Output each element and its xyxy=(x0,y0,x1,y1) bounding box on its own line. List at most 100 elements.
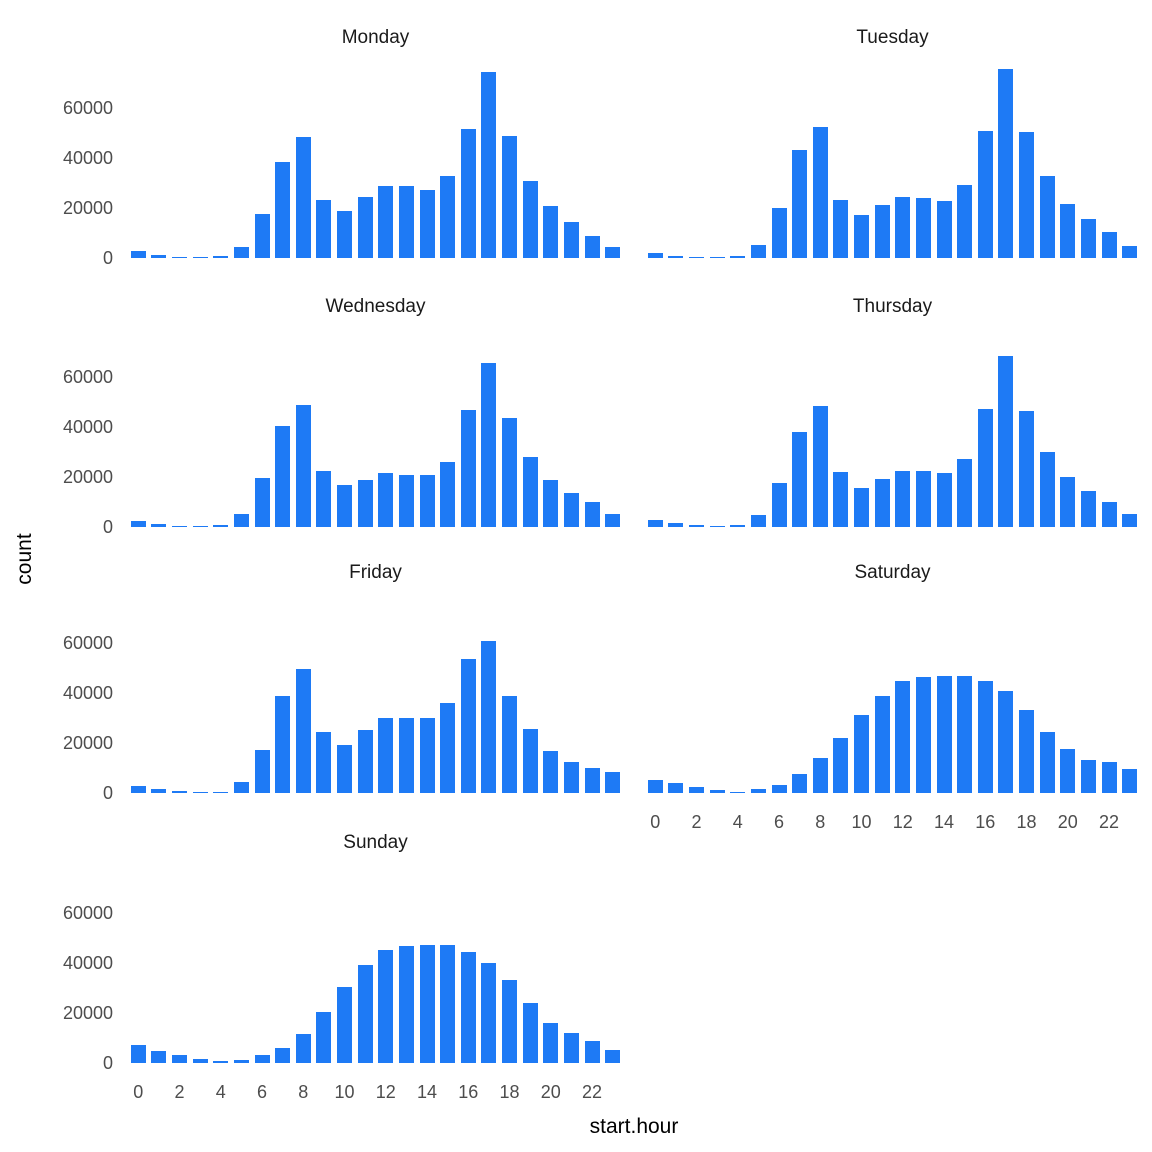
bar-sunday-hour-18 xyxy=(502,980,518,1063)
bar-tuesday-hour-1 xyxy=(668,255,684,258)
bar-tuesday-hour-7 xyxy=(792,149,808,258)
bar-tuesday-hour-22 xyxy=(1101,232,1117,258)
bar-friday-hour-2 xyxy=(172,791,188,793)
plot-area-wednesday xyxy=(128,327,623,527)
bar-saturday-hour-6 xyxy=(771,785,787,793)
x-tick-label-sunday-20: 20 xyxy=(540,1082,561,1102)
plot-area-saturday xyxy=(645,593,1140,793)
bar-tuesday-hour-2 xyxy=(689,256,705,258)
x-tick-label-saturday-8: 8 xyxy=(815,812,826,832)
x-tick-label-saturday-6: 6 xyxy=(774,812,785,832)
bar-friday-hour-14 xyxy=(419,717,435,793)
bar-monday-hour-14 xyxy=(419,189,435,258)
bar-sunday-hour-10 xyxy=(337,987,353,1063)
bar-thursday-hour-14 xyxy=(936,472,952,527)
bar-friday-hour-1 xyxy=(151,789,167,793)
x-tick-label-saturday-12: 12 xyxy=(892,812,913,832)
x-tick-label-sunday-18: 18 xyxy=(499,1082,520,1102)
y-tick-label-row0-20000: 20000 xyxy=(62,198,113,218)
plot-area-tuesday xyxy=(645,58,1140,258)
bar-friday-hour-7 xyxy=(275,696,291,793)
bar-saturday-hour-4 xyxy=(730,791,746,793)
bar-wednesday-hour-4 xyxy=(213,525,229,527)
x-tick-label-saturday-14: 14 xyxy=(934,812,955,832)
bar-friday-hour-0 xyxy=(130,786,146,793)
bar-friday-hour-9 xyxy=(316,731,332,793)
y-tick-label-row1-40000: 40000 xyxy=(62,417,113,437)
bar-sunday-hour-2 xyxy=(172,1055,188,1063)
bar-saturday-hour-5 xyxy=(750,788,766,793)
bar-monday-hour-1 xyxy=(151,255,167,258)
bar-saturday-hour-23 xyxy=(1122,768,1138,793)
plot-area-friday xyxy=(128,593,623,793)
bar-tuesday-hour-23 xyxy=(1122,246,1138,258)
y-tick-label-row2-60000: 60000 xyxy=(62,633,113,653)
bar-monday-hour-9 xyxy=(316,200,332,258)
bar-wednesday-hour-14 xyxy=(419,475,435,527)
bar-tuesday-hour-4 xyxy=(730,256,746,258)
facet-title: Sunday xyxy=(343,832,408,853)
bar-sunday-hour-23 xyxy=(605,1050,621,1063)
bar-friday-hour-17 xyxy=(481,640,497,793)
bar-wednesday-hour-22 xyxy=(584,502,600,527)
bar-wednesday-hour-11 xyxy=(357,479,373,527)
bar-thursday-hour-5 xyxy=(750,515,766,527)
bar-saturday-hour-21 xyxy=(1080,759,1096,793)
bar-saturday-hour-18 xyxy=(1019,710,1035,793)
bar-monday-hour-15 xyxy=(440,175,456,258)
bar-saturday-hour-1 xyxy=(668,783,684,793)
bar-sunday-hour-3 xyxy=(192,1058,208,1063)
bar-friday-hour-20 xyxy=(543,751,559,793)
x-tick-label-saturday-18: 18 xyxy=(1016,812,1037,832)
bar-tuesday-hour-10 xyxy=(854,215,870,258)
bar-thursday-hour-17 xyxy=(998,355,1014,527)
bar-sunday-hour-22 xyxy=(584,1040,600,1063)
y-tick-label-row3-0: 0 xyxy=(102,1053,113,1073)
x-tick-label-saturday-2: 2 xyxy=(691,812,702,832)
bar-friday-hour-21 xyxy=(563,762,579,793)
bar-sunday-hour-21 xyxy=(563,1033,579,1063)
facet-title: Saturday xyxy=(854,562,931,583)
y-tick-label-row3-60000: 60000 xyxy=(62,903,113,923)
facet-title: Friday xyxy=(349,562,402,583)
y-tick-label-row1-0: 0 xyxy=(102,517,113,537)
bar-saturday-hour-14 xyxy=(936,676,952,793)
bar-friday-hour-3 xyxy=(192,791,208,793)
x-tick-label-saturday-20: 20 xyxy=(1057,812,1078,832)
bar-monday-hour-5 xyxy=(233,247,249,258)
bar-wednesday-hour-6 xyxy=(254,478,270,527)
bar-thursday-hour-10 xyxy=(854,487,870,527)
y-tick-label-row2-40000: 40000 xyxy=(62,683,113,703)
bar-saturday-hour-20 xyxy=(1060,749,1076,793)
bar-friday-hour-19 xyxy=(522,729,538,793)
bar-wednesday-hour-18 xyxy=(502,417,518,527)
bar-sunday-hour-9 xyxy=(316,1012,332,1063)
x-tick-label-sunday-8: 8 xyxy=(298,1082,309,1102)
bar-thursday-hour-21 xyxy=(1080,491,1096,527)
bar-wednesday-hour-1 xyxy=(151,523,167,527)
bar-thursday-hour-3 xyxy=(709,525,725,527)
bar-sunday-hour-15 xyxy=(440,945,456,1063)
plot-area-sunday xyxy=(128,863,623,1063)
bar-thursday-hour-15 xyxy=(957,458,973,527)
bar-monday-hour-8 xyxy=(295,137,311,258)
bar-saturday-hour-11 xyxy=(874,695,890,793)
facet-panel-tuesday: Tuesday xyxy=(645,27,1140,258)
bar-wednesday-hour-2 xyxy=(172,525,188,527)
bar-wednesday-hour-9 xyxy=(316,470,332,527)
facet-panel-friday: Friday xyxy=(128,562,623,793)
bar-monday-hour-20 xyxy=(543,206,559,258)
bar-monday-hour-7 xyxy=(275,161,291,258)
bar-friday-hour-12 xyxy=(378,717,394,793)
bar-thursday-hour-1 xyxy=(668,523,684,527)
x-tick-label-saturday-4: 4 xyxy=(732,812,743,832)
bar-monday-hour-16 xyxy=(460,129,476,258)
bar-monday-hour-13 xyxy=(398,186,414,258)
x-axis-title: start.hour xyxy=(589,1115,679,1138)
x-tick-label-sunday-4: 4 xyxy=(215,1082,226,1102)
bar-thursday-hour-11 xyxy=(874,478,890,527)
bar-sunday-hour-13 xyxy=(398,946,414,1063)
facet-title: Thursday xyxy=(852,296,933,317)
bar-thursday-hour-22 xyxy=(1101,502,1117,527)
x-tick-label-sunday-2: 2 xyxy=(174,1082,185,1102)
